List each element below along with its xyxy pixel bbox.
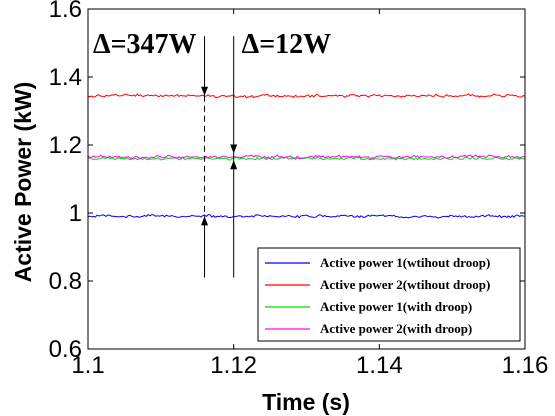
series-line-4 [87,154,526,160]
annotation-arrow-up [201,216,209,226]
legend-label: Active power 1(with droop) [320,299,472,314]
y-tick-label: 1.6 [49,0,82,23]
x-axis-title: Time (s) [262,389,350,415]
x-tick-label: 1.12 [210,352,257,379]
series-line-2 [87,93,526,99]
plot-frame [87,8,526,350]
x-tick-label: 1.14 [356,352,403,379]
annotation-arrow-down [201,86,209,96]
y-tick-label: 1.4 [49,64,82,91]
legend-label: Active power 1(wtihout droop) [320,255,490,270]
x-tick-label: 1.16 [502,352,549,379]
legend-label: Active power 2(with droop) [320,321,472,336]
y-tick-label: 1.2 [49,132,82,159]
annotation-label: Δ=347W [93,29,197,60]
series-layer [87,93,526,219]
x-tick-label: 1.1 [71,352,104,379]
ticks-layer: 1.1 1.12 1.14 1.16 0.6 0.8 1 1.2 1.4 1.6 [49,0,549,379]
annotation-layer: Δ=347W Δ=12W [93,29,331,278]
y-tick-label: 0.8 [49,268,82,295]
y-axis-title: Active Power (kW) [10,82,36,283]
y-tick-label: 1 [69,200,82,227]
legend-label: Active power 2(wtihout droop) [320,277,490,292]
annotation-arrow-down [230,144,238,154]
series-line-1 [87,213,526,219]
legend: Active power 1(wtihout droop) Active powe… [257,247,521,342]
annotation-arrow-up [230,160,238,170]
annotation-label: Δ=12W [242,29,332,60]
y-tick-label: 0.6 [49,336,82,363]
